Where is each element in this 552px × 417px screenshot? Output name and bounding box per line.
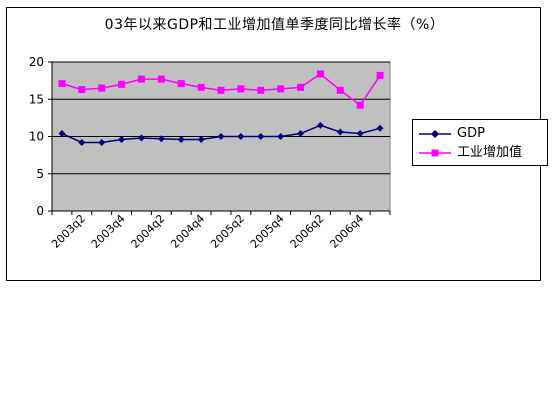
data-point-industry xyxy=(237,85,245,93)
legend-item-industry: 工业增加值 xyxy=(417,144,545,162)
data-point-industry xyxy=(376,71,384,79)
x-tick-label: 2005q4 xyxy=(248,212,287,251)
y-tick-label: 20 xyxy=(29,55,44,69)
data-point-industry xyxy=(297,83,305,91)
data-point-industry xyxy=(78,86,86,94)
legend: GDP 工业增加值 xyxy=(412,119,548,166)
x-tick-label: 2003q2 xyxy=(49,212,88,251)
data-point-gdp xyxy=(157,135,165,143)
legend-item-gdp: GDP xyxy=(417,125,545,143)
data-point-gdp xyxy=(277,133,285,140)
data-point-gdp xyxy=(297,130,305,138)
y-tick-label: 0 xyxy=(36,204,44,218)
chart-frame: 03年以来GDP和工业增加值单季度同比增长率（%） 0 5 10 15 20 2003q2… xyxy=(6,7,548,281)
data-point-gdp xyxy=(356,130,364,138)
x-tick-label: 2005q2 xyxy=(208,212,247,251)
data-point-industry xyxy=(177,80,185,88)
x-tick-label: 2004q2 xyxy=(129,212,168,251)
legend-swatch-industry xyxy=(419,149,451,157)
data-point-gdp xyxy=(137,134,145,142)
legend-label-gdp: GDP xyxy=(457,126,485,141)
x-tick-label: 2003q4 xyxy=(89,212,128,251)
data-point-industry xyxy=(137,75,145,83)
data-point-industry xyxy=(58,80,66,88)
data-point-gdp xyxy=(118,135,126,143)
data-point-industry xyxy=(356,101,364,109)
data-point-gdp xyxy=(177,135,185,143)
data-point-gdp xyxy=(336,128,344,136)
data-point-industry xyxy=(277,85,285,93)
legend-swatch-gdp xyxy=(419,130,451,138)
legend-label-industry: 工业增加值 xyxy=(457,145,523,160)
data-point-gdp xyxy=(98,138,106,146)
data-point-industry xyxy=(316,70,324,78)
y-tick-label: 5 xyxy=(36,167,44,181)
data-point-gdp xyxy=(78,138,86,146)
chart-title: 03年以来GDP和工业增加值单季度同比增长率（%） xyxy=(104,17,445,33)
data-point-industry xyxy=(118,80,126,88)
x-tick-label: 2006q4 xyxy=(327,212,366,251)
data-point-gdp xyxy=(197,135,205,143)
y-tick-label: 10 xyxy=(29,130,44,144)
data-point-industry xyxy=(98,84,106,92)
data-point-gdp xyxy=(376,124,384,132)
data-point-gdp xyxy=(257,133,265,140)
y-tick-label: 15 xyxy=(29,92,44,106)
data-point-industry xyxy=(336,86,344,94)
data-point-industry xyxy=(197,83,205,91)
x-tick-label: 2006q2 xyxy=(288,212,327,251)
data-point-gdp xyxy=(237,133,245,140)
data-point-industry xyxy=(257,86,265,94)
x-tick-label: 2004q4 xyxy=(168,212,207,251)
data-point-industry xyxy=(157,75,165,83)
data-point-gdp xyxy=(316,121,324,129)
data-point-industry xyxy=(217,86,225,94)
data-point-gdp xyxy=(217,133,225,140)
data-point-gdp xyxy=(58,130,66,138)
